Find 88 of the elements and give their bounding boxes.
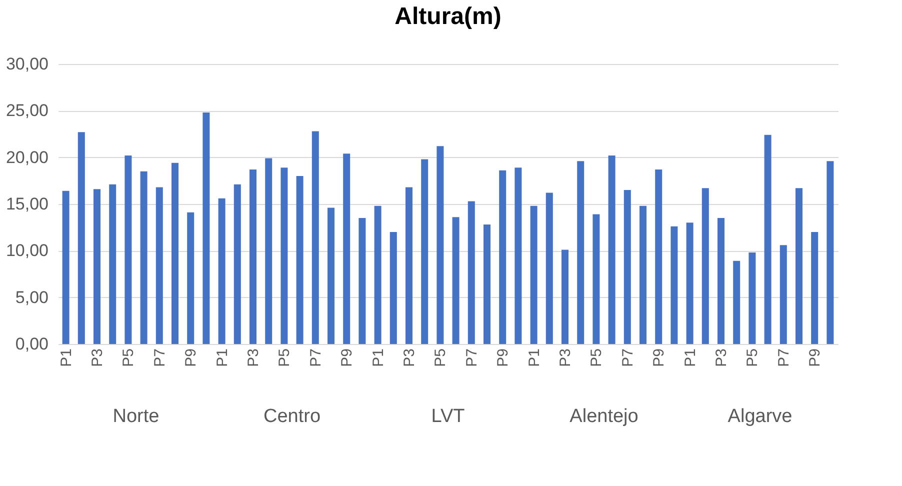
bar (733, 260, 740, 344)
y-tick-label: 10,00 (6, 241, 48, 260)
text: Centro (263, 406, 321, 427)
bar (811, 232, 818, 344)
x-tick-label: P1 (682, 348, 699, 367)
bar (312, 131, 319, 344)
bar (640, 206, 646, 344)
x-tick-label: P1 (214, 348, 231, 367)
bar (421, 159, 428, 344)
x-tick-label: P5 (120, 348, 138, 367)
bar (764, 134, 772, 344)
bar (328, 208, 334, 344)
bar (94, 189, 100, 344)
x-tick-label: P3 (401, 348, 418, 367)
bar (718, 218, 724, 344)
bar (172, 162, 178, 344)
bar (514, 168, 522, 344)
y-tick-label: 30,00 (6, 54, 48, 74)
bar (826, 161, 834, 344)
bar (296, 176, 304, 344)
x-tick-label: P5 (432, 348, 450, 367)
bar (624, 190, 631, 344)
bar (577, 161, 584, 344)
x-tick-label: P3 (713, 348, 730, 367)
x-tick-label: P7 (619, 348, 636, 367)
x-tick-label: P7 (151, 348, 168, 367)
x-tick-label: P7 (775, 348, 792, 367)
bar (343, 154, 350, 344)
bar (484, 224, 490, 344)
bar (655, 169, 662, 344)
bar (530, 206, 538, 344)
bar (670, 226, 678, 344)
text: Algarve (728, 406, 792, 427)
x-tick-label: P9 (494, 348, 512, 367)
x-tick-label: P3 (245, 348, 262, 367)
x-tick-label: P9 (650, 348, 668, 367)
bar (608, 155, 616, 344)
bar (546, 192, 553, 344)
bar (436, 146, 444, 344)
bar (187, 212, 194, 344)
x-tick-label: P1 (370, 348, 387, 367)
text: LVT (431, 406, 466, 427)
x-tick-label: P9 (182, 348, 200, 367)
bar (686, 222, 694, 344)
bar (234, 184, 241, 344)
bar (499, 170, 506, 344)
x-tick-label: P5 (588, 348, 606, 367)
bar (374, 206, 382, 344)
bar (265, 158, 272, 344)
bar (78, 132, 85, 344)
bar (358, 218, 366, 344)
bar (780, 245, 787, 344)
bar (796, 188, 802, 344)
bar (250, 169, 256, 344)
y-tick-label: 25,00 (6, 101, 48, 120)
chart-title: Altura(m) (394, 3, 502, 30)
bar (748, 252, 756, 344)
x-tick-label: P1 (58, 348, 75, 367)
x-tick-label: P9 (338, 348, 356, 367)
bar (140, 171, 148, 344)
x-tick-label: P7 (463, 348, 480, 367)
bar (156, 187, 163, 344)
bar (202, 112, 210, 344)
x-tick-label: P1 (526, 348, 543, 367)
bar (62, 190, 70, 344)
x-tick-label: P5 (744, 348, 762, 367)
y-tick-label: 5,00 (15, 288, 48, 307)
x-tick-label: P5 (276, 348, 294, 367)
x-tick-label: P3 (89, 348, 106, 367)
bar (592, 214, 600, 344)
bar (468, 201, 475, 344)
bar (109, 184, 116, 344)
y-tick-label: 15,00 (6, 194, 48, 214)
x-tick-label: P7 (307, 348, 324, 367)
y-tick-label: 20,00 (6, 148, 48, 167)
bar (390, 232, 397, 344)
bar (218, 198, 226, 344)
bar (452, 217, 460, 344)
bar (562, 250, 568, 344)
bar (124, 155, 132, 344)
bar (280, 168, 288, 344)
x-tick-label: P3 (557, 348, 574, 367)
text: Norte (112, 406, 160, 427)
text: Alentejo (570, 406, 638, 427)
y-tick-label: 0,00 (15, 334, 48, 354)
bar (406, 187, 412, 344)
bar (702, 188, 709, 344)
x-tick-label: P9 (806, 348, 824, 367)
